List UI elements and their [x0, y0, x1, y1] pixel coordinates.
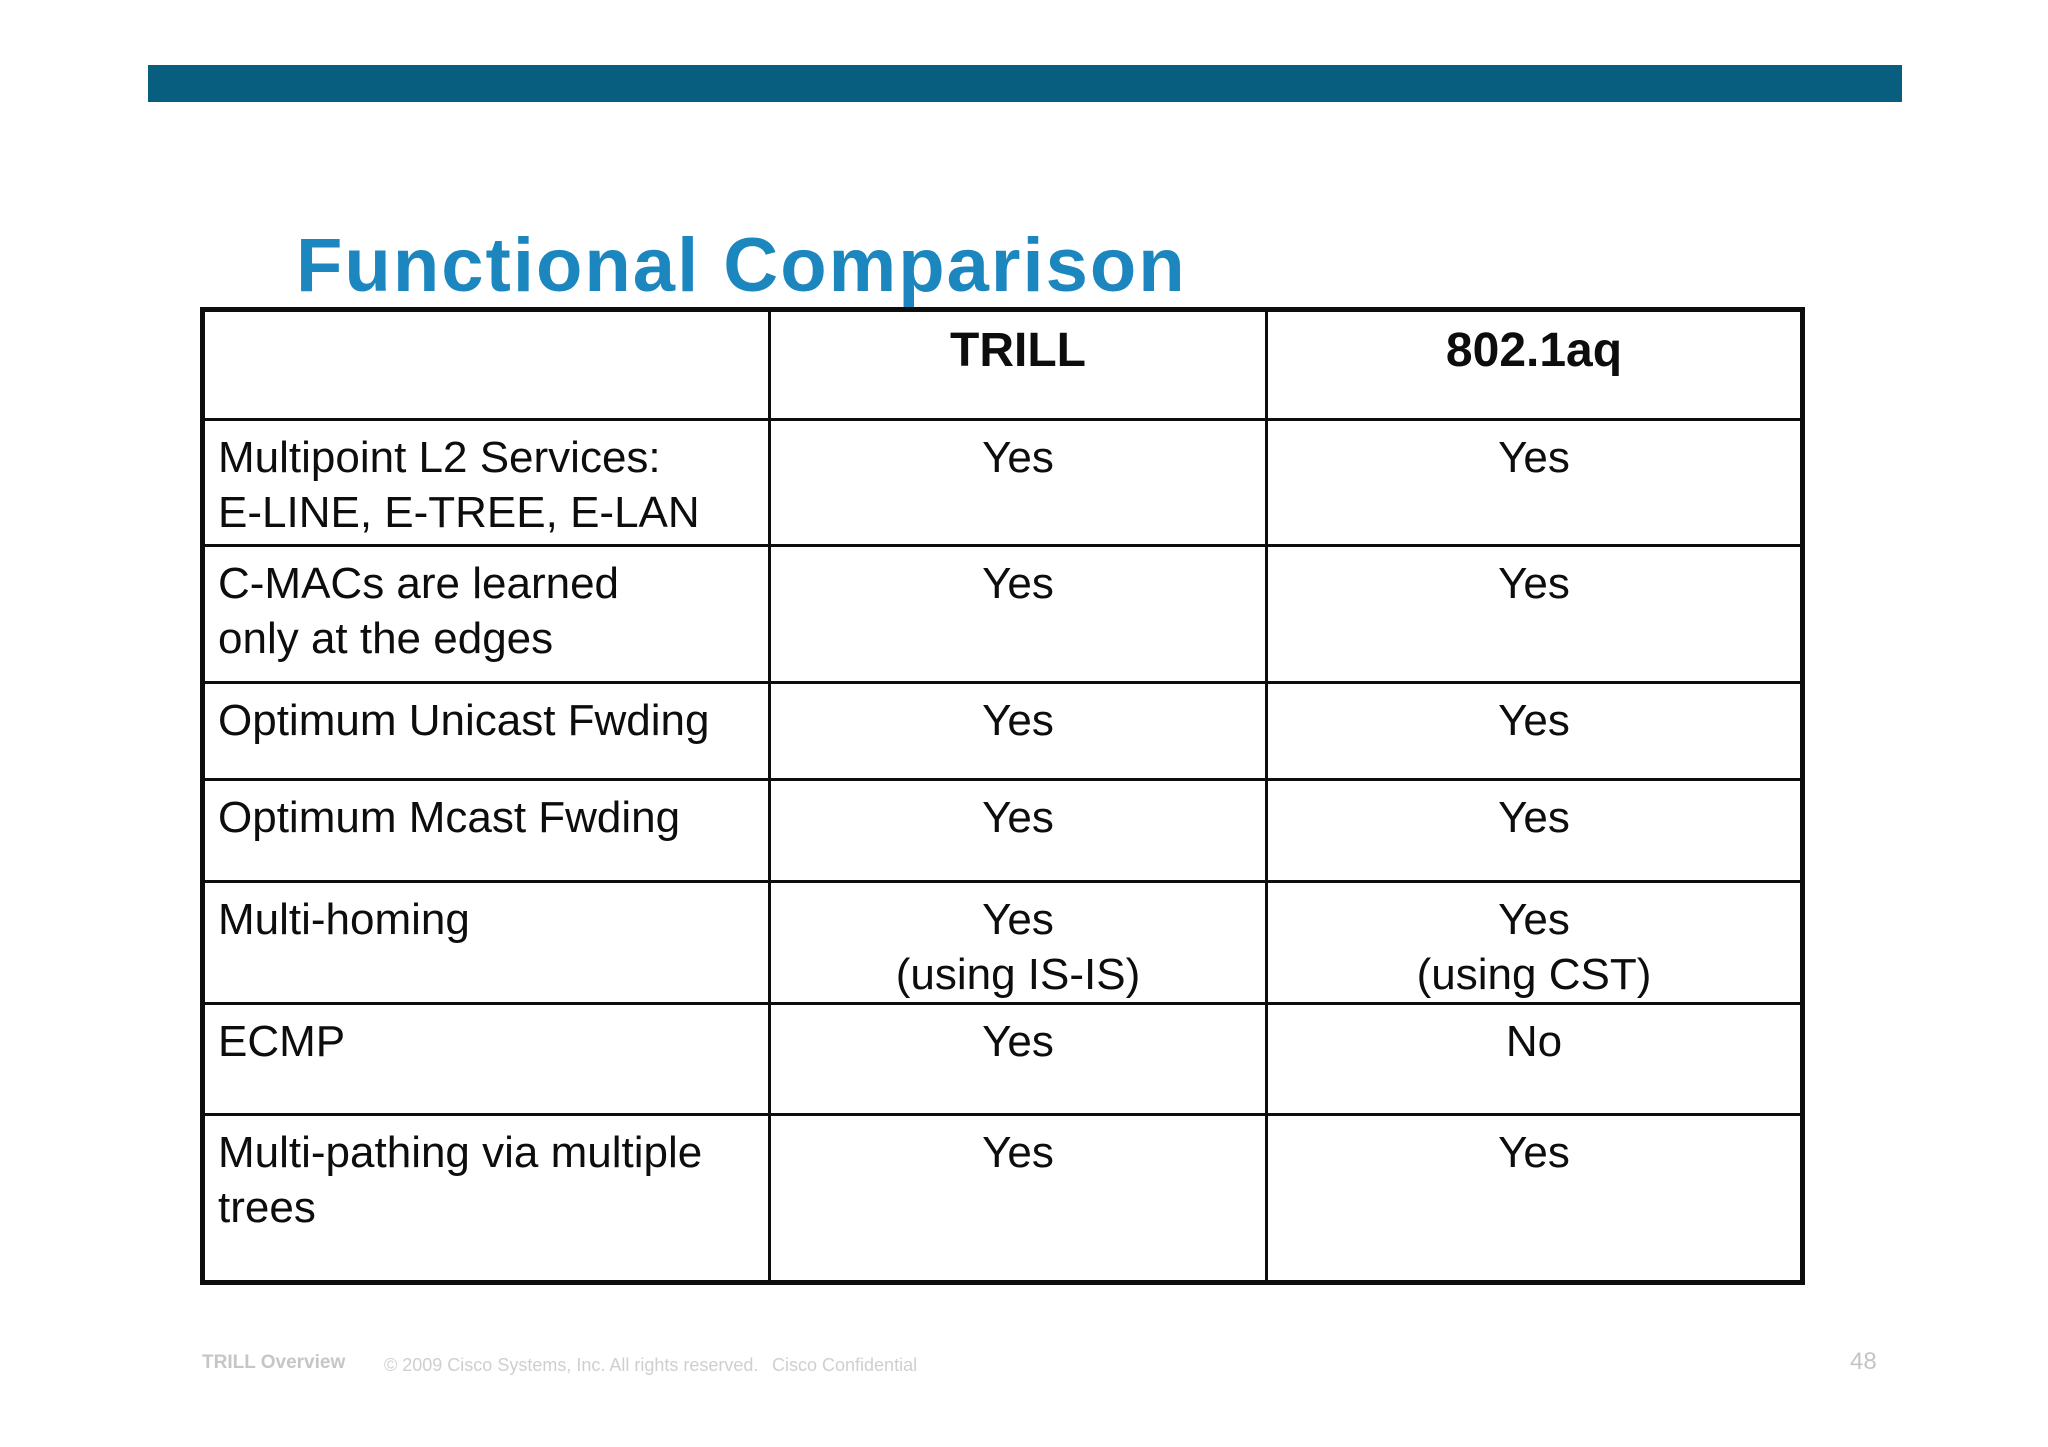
- header-cell-8021aq: 802.1aq: [1265, 308, 1804, 421]
- top-accent-bar: [148, 65, 1902, 102]
- feature-label: Multi-homing: [201, 880, 771, 1005]
- footer-confidential-label: Cisco Confidential: [772, 1355, 918, 1375]
- 8021aq-value: Yes: [1265, 544, 1804, 684]
- header-cell-feature: [201, 308, 771, 421]
- footer-copyright: © 2009 Cisco Systems, Inc. All rights re…: [384, 1355, 759, 1375]
- table-row-optimum-mcast-fwding: Optimum Mcast Fwding Yes Yes: [201, 778, 1804, 883]
- feature-label: Optimum Mcast Fwding: [201, 778, 771, 883]
- feature-label: C-MACs are learned only at the edges: [201, 544, 771, 684]
- 8021aq-value: Yes: [1265, 1113, 1804, 1284]
- trill-value: Yes: [768, 681, 1268, 781]
- 8021aq-value: Yes: [1265, 418, 1804, 547]
- feature-label: Multi-pathing via multiple trees: [201, 1113, 771, 1284]
- table-row-multipoint-l2-services: Multipoint L2 Services: E-LINE, E-TREE, …: [201, 418, 1804, 547]
- table-row-optimum-unicast-fwding: Optimum Unicast Fwding Yes Yes: [201, 681, 1804, 781]
- trill-value: Yes (using IS-IS): [768, 880, 1268, 1005]
- 8021aq-value: No: [1265, 1002, 1804, 1116]
- trill-value: Yes: [768, 1002, 1268, 1116]
- table-row-cmacs-learned-at-edges: C-MACs are learned only at the edges Yes…: [201, 544, 1804, 684]
- footer-page-number: 48: [1850, 1348, 1877, 1375]
- footer-deck-title: TRILL Overview: [202, 1352, 346, 1373]
- trill-value: Yes: [768, 418, 1268, 547]
- 8021aq-value: Yes: [1265, 778, 1804, 883]
- trill-value: Yes: [768, 1113, 1268, 1284]
- slide-title: Functional Comparison: [296, 223, 1187, 308]
- comparison-table: TRILL 802.1aq Multipoint L2 Services: E-…: [200, 307, 1805, 1285]
- feature-label: Multipoint L2 Services: E-LINE, E-TREE, …: [201, 418, 771, 547]
- table-row-ecmp: ECMP Yes No: [201, 1002, 1804, 1116]
- table-row-multi-pathing: Multi-pathing via multiple trees Yes Yes: [201, 1113, 1804, 1284]
- header-cell-trill: TRILL: [768, 308, 1268, 421]
- trill-value: Yes: [768, 778, 1268, 883]
- 8021aq-value: Yes (using CST): [1265, 880, 1804, 1005]
- table-row-multi-homing: Multi-homing Yes (using IS-IS) Yes (usin…: [201, 880, 1804, 1005]
- feature-label: Optimum Unicast Fwding: [201, 681, 771, 781]
- table-header-row: TRILL 802.1aq: [201, 308, 1804, 421]
- trill-value: Yes: [768, 544, 1268, 684]
- feature-label: ECMP: [201, 1002, 771, 1116]
- 8021aq-value: Yes: [1265, 681, 1804, 781]
